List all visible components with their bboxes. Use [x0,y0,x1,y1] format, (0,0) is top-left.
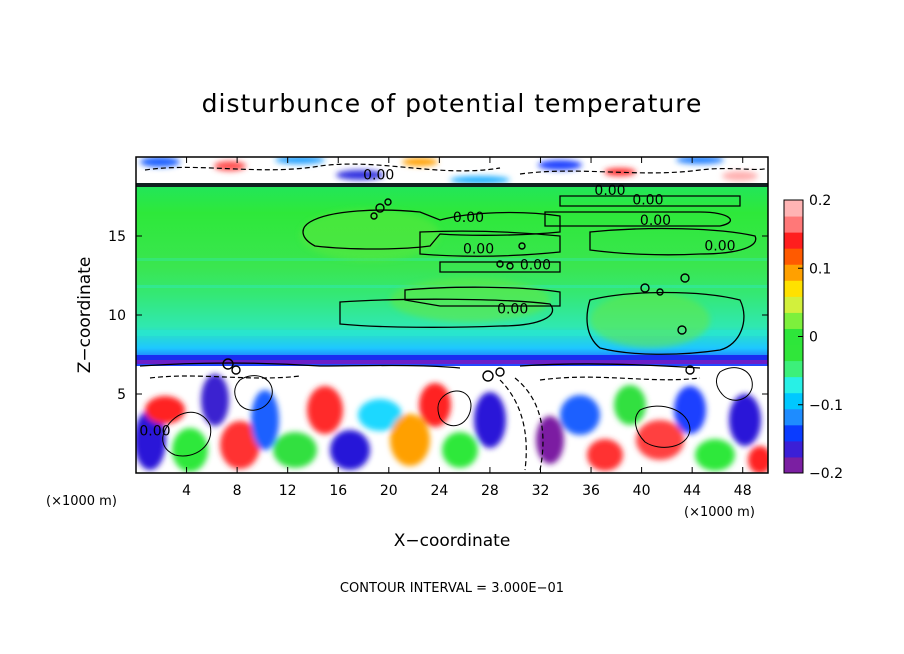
y-axis-label: Z−coordinate [75,257,95,374]
contour-lines-dashed [144,163,768,471]
colorbar-swatch [784,456,803,474]
x-tick-label: 20 [380,483,398,499]
colorbar-tick-label: 0.2 [809,193,831,209]
band-streak [136,258,768,261]
contour-lines-lower [162,367,753,457]
y-tick-label: 5 [117,387,126,403]
colorbar-tick-label: 0 [809,330,818,346]
colorbar-swatch [784,248,803,265]
colorbar-swatch [784,216,803,233]
top-strip-line [136,183,768,187]
contour-label: 0.00 [453,210,484,226]
contour-label: 0.00 [704,238,735,254]
x-tick-label: 28 [481,483,499,499]
tropopause-stripe [136,355,768,364]
contour-interval-footer: CONTOUR INTERVAL = 3.000E−01 [340,581,564,596]
contour-knots [222,198,695,382]
contour-lines [139,195,757,369]
y-tick-label: 15 [108,229,126,245]
colorbar-swatch [784,376,803,394]
x-tick-label: 8 [233,483,242,499]
y-ticks: 5 10 15 [108,229,768,403]
plot-area [136,157,768,473]
colorbar-tick-label: −0.2 [809,466,843,482]
colorbar-swatch [784,408,803,426]
contour-label: 0.00 [363,167,394,183]
colorbar-swatch [784,232,803,249]
colorbar-swatch [784,264,803,281]
colorbar-swatch [784,424,803,442]
colorbar-ticks: 0.2 0.1 0 −0.1 −0.2 [798,193,843,482]
y-tick-label: 10 [108,308,126,324]
colorbar-swatch [784,200,803,217]
contour-label: 0.00 [632,193,663,209]
colorbar-swatch [784,344,803,362]
colorbar-tick-label: 0.1 [809,261,831,277]
x-unit-left: (×1000 m) [46,494,117,509]
colorbar-swatch [784,312,803,329]
x-tick-label: 32 [532,483,550,499]
x-tick-label: 4 [182,483,191,499]
colorbar [784,200,803,474]
colorbar-swatch [784,392,803,410]
colorbar-swatch [784,360,803,378]
x-tick-label: 40 [633,483,651,499]
contour-label: 0.00 [139,423,170,439]
x-tick-label: 24 [430,483,448,499]
x-tick-label: 36 [582,483,600,499]
x-tick-label: 16 [329,483,347,499]
x-tick-label: 12 [279,483,297,499]
x-axis-label: X−coordinate [394,531,511,551]
colorbar-tick-label: −0.1 [809,398,843,414]
x-tick-label: 48 [734,483,752,499]
lower-layer-blobs [136,374,768,473]
x-ticks: 4 8 12 16 20 24 28 32 36 40 44 48 [182,157,752,499]
x-unit-right: (×1000 m) [684,505,755,520]
band-streak [136,330,768,336]
x-tick-label: 44 [683,483,701,499]
chart-title: disturbunce of potential temperature [202,89,703,118]
contour-label: 0.00 [497,302,528,318]
contour-label: 0.00 [594,183,625,199]
green-patch [590,292,710,348]
tropopause-stripe-purple [136,360,768,364]
colorbar-swatch [784,440,803,458]
contour-label: 0.00 [640,213,671,229]
colorbar-swatch [784,328,803,346]
colorbar-swatch [784,296,803,313]
contour-label: 0.00 [520,257,551,273]
colorbar-swatch [784,280,803,297]
contour-label: 0.00 [463,242,494,258]
contour-labels: 0.00 0.00 0.00 0.00 0.00 0.00 0.00 0.00 0.00 0.00 [139,167,735,439]
